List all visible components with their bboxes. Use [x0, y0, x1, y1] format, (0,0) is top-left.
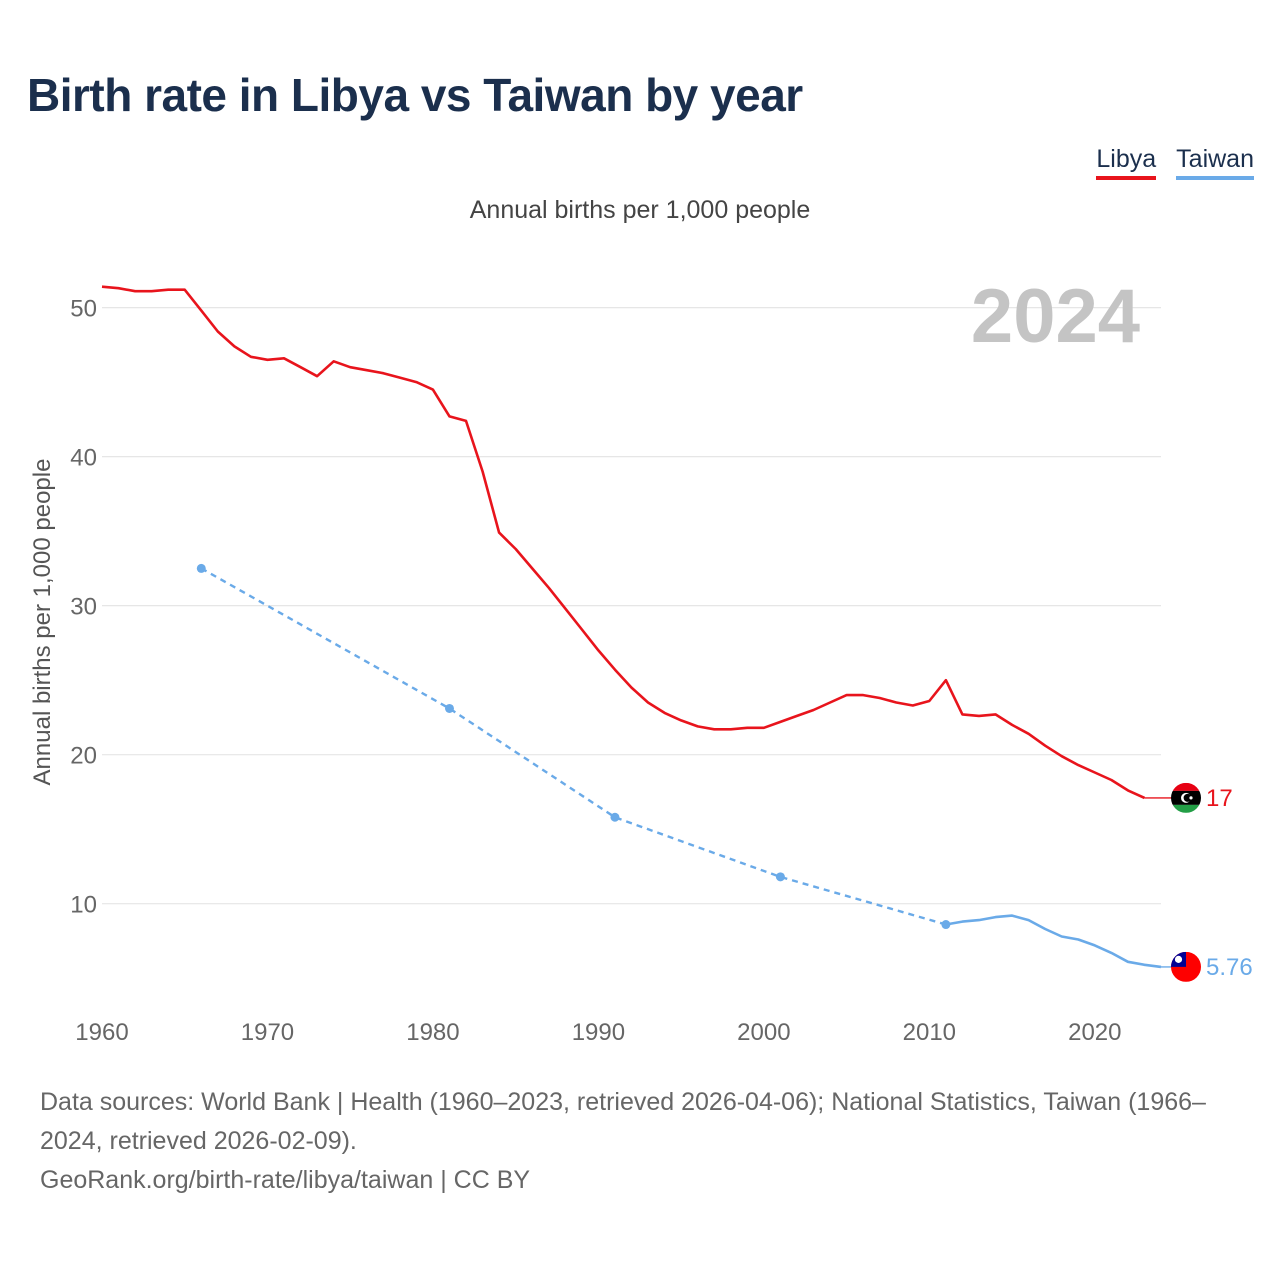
y-tick-label-10: 10 — [70, 892, 97, 919]
point-taiwan-1981[interactable] — [444, 703, 454, 713]
point-taiwan-1991[interactable] — [610, 812, 620, 822]
x-tick-label-1970: 1970 — [241, 1019, 294, 1046]
x-axis-ticks: 1960 1970 1980 1990 2000 2010 2020 — [75, 1019, 1121, 1046]
x-tick-label-1980: 1980 — [406, 1019, 459, 1046]
grid-lines — [102, 307, 1161, 905]
point-taiwan-2001[interactable] — [775, 872, 785, 882]
line-libya[interactable] — [101, 285, 1146, 800]
series-lines — [101, 285, 1178, 969]
libya-flag-icon — [1171, 782, 1201, 813]
end-label-taiwan: 5.76 — [1206, 954, 1253, 981]
y-tick-label-50: 50 — [70, 296, 97, 323]
legend-item-taiwan[interactable]: Taiwan — [1176, 144, 1254, 180]
x-tick-label-2020: 2020 — [1068, 1019, 1121, 1046]
taiwan-flag-icon — [1171, 951, 1201, 982]
x-tick-label-1990: 1990 — [572, 1019, 625, 1046]
footer: Data sources: World Bank | Health (1960–… — [40, 1083, 1250, 1200]
x-tick-label-2000: 2000 — [737, 1019, 790, 1046]
point-taiwan-2011[interactable] — [941, 920, 951, 930]
y-axis-label: Annual births per 1,000 people — [29, 459, 56, 786]
year-watermark: 2024 — [971, 274, 1140, 359]
chart-subtitle: Annual births per 1,000 people — [469, 196, 811, 224]
point-taiwan-1966[interactable] — [196, 563, 206, 573]
end-markers: 175.76 — [1171, 782, 1253, 982]
y-tick-label-30: 30 — [70, 594, 97, 621]
x-tick-label-1960: 1960 — [75, 1019, 128, 1046]
chart-title: Birth rate in Libya vs Taiwan by year — [27, 69, 803, 121]
data-sources: Data sources: World Bank | Health (1960–… — [40, 1088, 1206, 1155]
y-tick-label-40: 40 — [70, 445, 97, 472]
y-axis-ticks: 10 20 30 40 50 — [70, 296, 97, 919]
end-label-libya: 17 — [1206, 785, 1233, 812]
line-taiwan-dashed[interactable] — [200, 567, 947, 926]
legend: Libya Taiwan — [1096, 144, 1254, 180]
source-link[interactable]: GeoRank.org/birth-rate/libya/taiwan | CC… — [40, 1166, 531, 1194]
y-tick-label-20: 20 — [70, 743, 97, 770]
x-tick-label-2010: 2010 — [903, 1019, 956, 1046]
line-taiwan[interactable] — [945, 914, 1162, 969]
legend-item-libya[interactable]: Libya — [1096, 144, 1157, 180]
